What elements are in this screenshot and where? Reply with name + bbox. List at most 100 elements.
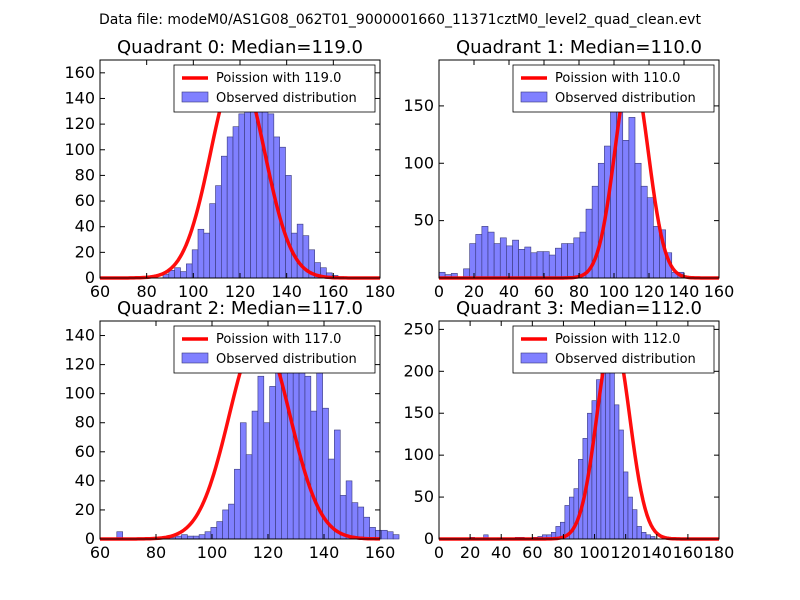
y-tick-label: 80 xyxy=(75,413,95,432)
quadrant-0-panel: Quadrant 0: Median=119.0 60 80 100 120 140 16… xyxy=(64,37,395,301)
x-tick-label: 100 xyxy=(599,282,630,301)
x-tick-label: 0 xyxy=(434,282,444,301)
x-tick-label: 100 xyxy=(197,543,228,562)
y-tick-label: 120 xyxy=(64,114,95,133)
x-tick-label: 160 xyxy=(704,282,735,301)
histogram-bar xyxy=(198,534,206,540)
x-tick-label: 20 xyxy=(460,543,480,562)
y-tick-label: 60 xyxy=(75,442,95,461)
histogram-bar xyxy=(627,496,633,540)
histogram-bar xyxy=(386,531,394,540)
histogram-bar xyxy=(469,243,477,279)
histogram-bar xyxy=(345,480,353,540)
histogram-bar xyxy=(304,375,312,540)
legend: Poission with 110.0 Observed distribution xyxy=(512,64,715,113)
y-tick-label: 120 xyxy=(64,355,95,374)
histogram-bar xyxy=(636,526,642,540)
histogram-bar xyxy=(174,267,181,279)
histogram-bar xyxy=(628,117,636,279)
y-tick-label: 60 xyxy=(75,191,95,210)
legend-bar-label: Observed distribution xyxy=(216,91,357,106)
histogram-bar xyxy=(623,471,629,540)
histogram-bar xyxy=(518,249,526,279)
histogram-bar xyxy=(285,175,292,279)
x-tick-label: 0 xyxy=(434,543,444,562)
x-tick-label: 60 xyxy=(90,543,110,562)
x-tick-label: 60 xyxy=(534,282,554,301)
legend-bar-swatch xyxy=(181,352,209,364)
histogram-bar xyxy=(251,410,259,540)
x-tick-label: 100 xyxy=(178,282,209,301)
x-tick-label: 140 xyxy=(271,282,302,301)
histogram-bar xyxy=(281,346,288,540)
x-tick-label: 60 xyxy=(90,282,110,301)
histogram-bar xyxy=(234,468,241,540)
histogram-bar xyxy=(269,386,276,540)
histogram-bar xyxy=(524,246,532,279)
legend-line-label: Poission with 112.0 xyxy=(555,332,680,347)
histogram-bar xyxy=(632,509,638,540)
histogram-bar xyxy=(180,271,187,279)
x-tick-label: 80 xyxy=(136,282,156,301)
histogram-bar xyxy=(257,375,265,540)
x-tick-label: 80 xyxy=(146,543,166,562)
histogram-bar xyxy=(499,237,507,279)
quadrant-3-title: Quadrant 3: Median=112.0 xyxy=(456,298,702,319)
y-tick-label: 50 xyxy=(414,211,434,230)
y-tick-label: 100 xyxy=(403,445,434,464)
histogram-bar xyxy=(573,237,581,279)
legend: Poission with 112.0 Observed distribution xyxy=(512,325,715,374)
histogram-bar xyxy=(334,429,341,540)
y-tick-label: 0 xyxy=(85,529,95,548)
histogram-bar xyxy=(653,226,660,279)
histogram-bar xyxy=(228,503,235,540)
y-tick-label: 150 xyxy=(403,403,434,422)
legend-line-label: Poission with 117.0 xyxy=(216,332,341,347)
histogram-bar xyxy=(530,252,538,279)
legend: Poission with 117.0 Observed distribution xyxy=(173,325,376,374)
x-tick-label: 180 xyxy=(704,543,735,562)
histogram-bar xyxy=(381,529,388,540)
y-tick-label: 50 xyxy=(414,487,434,506)
x-tick-label: 160 xyxy=(365,543,396,562)
y-tick-label: 140 xyxy=(64,326,95,345)
y-tick-label: 80 xyxy=(75,165,95,184)
histogram-bar xyxy=(209,203,216,279)
histogram-bar xyxy=(493,243,501,279)
histogram-bar xyxy=(310,410,318,540)
histogram-bar xyxy=(579,231,587,279)
y-tick-label: 20 xyxy=(75,242,95,261)
histogram-bar xyxy=(226,136,234,279)
legend-bar-swatch xyxy=(520,91,548,103)
histogram-bar xyxy=(548,254,556,279)
legend: Poission with 119.0 Observed distribution xyxy=(173,64,376,113)
histogram-bar xyxy=(203,232,210,279)
x-tick-label: 140 xyxy=(309,543,340,562)
y-tick-label: 160 xyxy=(64,63,95,82)
histogram-bar xyxy=(296,223,304,279)
x-tick-label: 120 xyxy=(253,543,284,562)
histogram-bar xyxy=(614,404,620,540)
x-tick-label: 120 xyxy=(610,543,641,562)
histogram-bar xyxy=(512,239,519,279)
histogram-bar xyxy=(351,502,359,540)
histogram-bar xyxy=(279,146,286,279)
histogram-bar xyxy=(222,509,229,540)
x-tick-label: 80 xyxy=(569,282,589,301)
histogram-bar xyxy=(536,251,544,279)
histogram-bar xyxy=(573,488,579,540)
y-tick-label: 100 xyxy=(64,140,95,159)
histogram-bar xyxy=(216,521,223,540)
legend-frame xyxy=(173,64,376,113)
quadrant-2-title: Quadrant 2: Median=117.0 xyxy=(117,298,363,319)
histogram-bar xyxy=(555,247,562,279)
histogram-bar xyxy=(215,185,222,279)
y-tick-label: 40 xyxy=(75,471,95,490)
histogram-bar xyxy=(622,140,630,279)
legend-bar-label: Observed distribution xyxy=(555,352,696,367)
x-tick-label: 100 xyxy=(579,543,610,562)
histogram-bar xyxy=(244,98,251,279)
legend-line-label: Poission with 110.0 xyxy=(555,71,680,86)
y-tick-label: 140 xyxy=(64,88,95,107)
